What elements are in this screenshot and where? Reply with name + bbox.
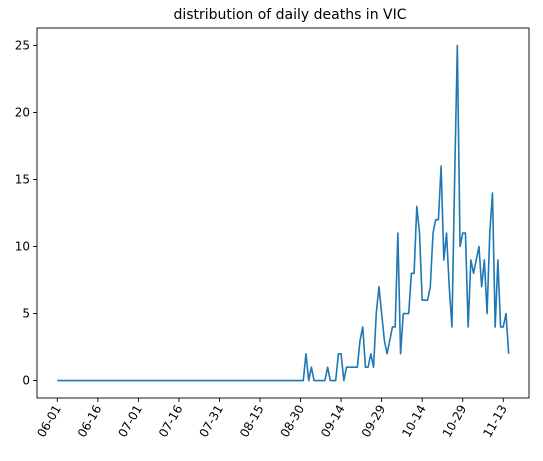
y-tick-label: 25 — [15, 38, 30, 52]
y-tick-label: 5 — [22, 307, 30, 321]
plot-frame — [36, 27, 530, 399]
y-tick-label: 15 — [15, 172, 30, 186]
chart-title: distribution of daily deaths in VIC — [173, 7, 406, 23]
y-tick-label: 10 — [15, 240, 30, 254]
series-line — [57, 44, 510, 382]
y-tick-label: 0 — [22, 374, 30, 388]
y-tick-label: 20 — [15, 105, 30, 119]
